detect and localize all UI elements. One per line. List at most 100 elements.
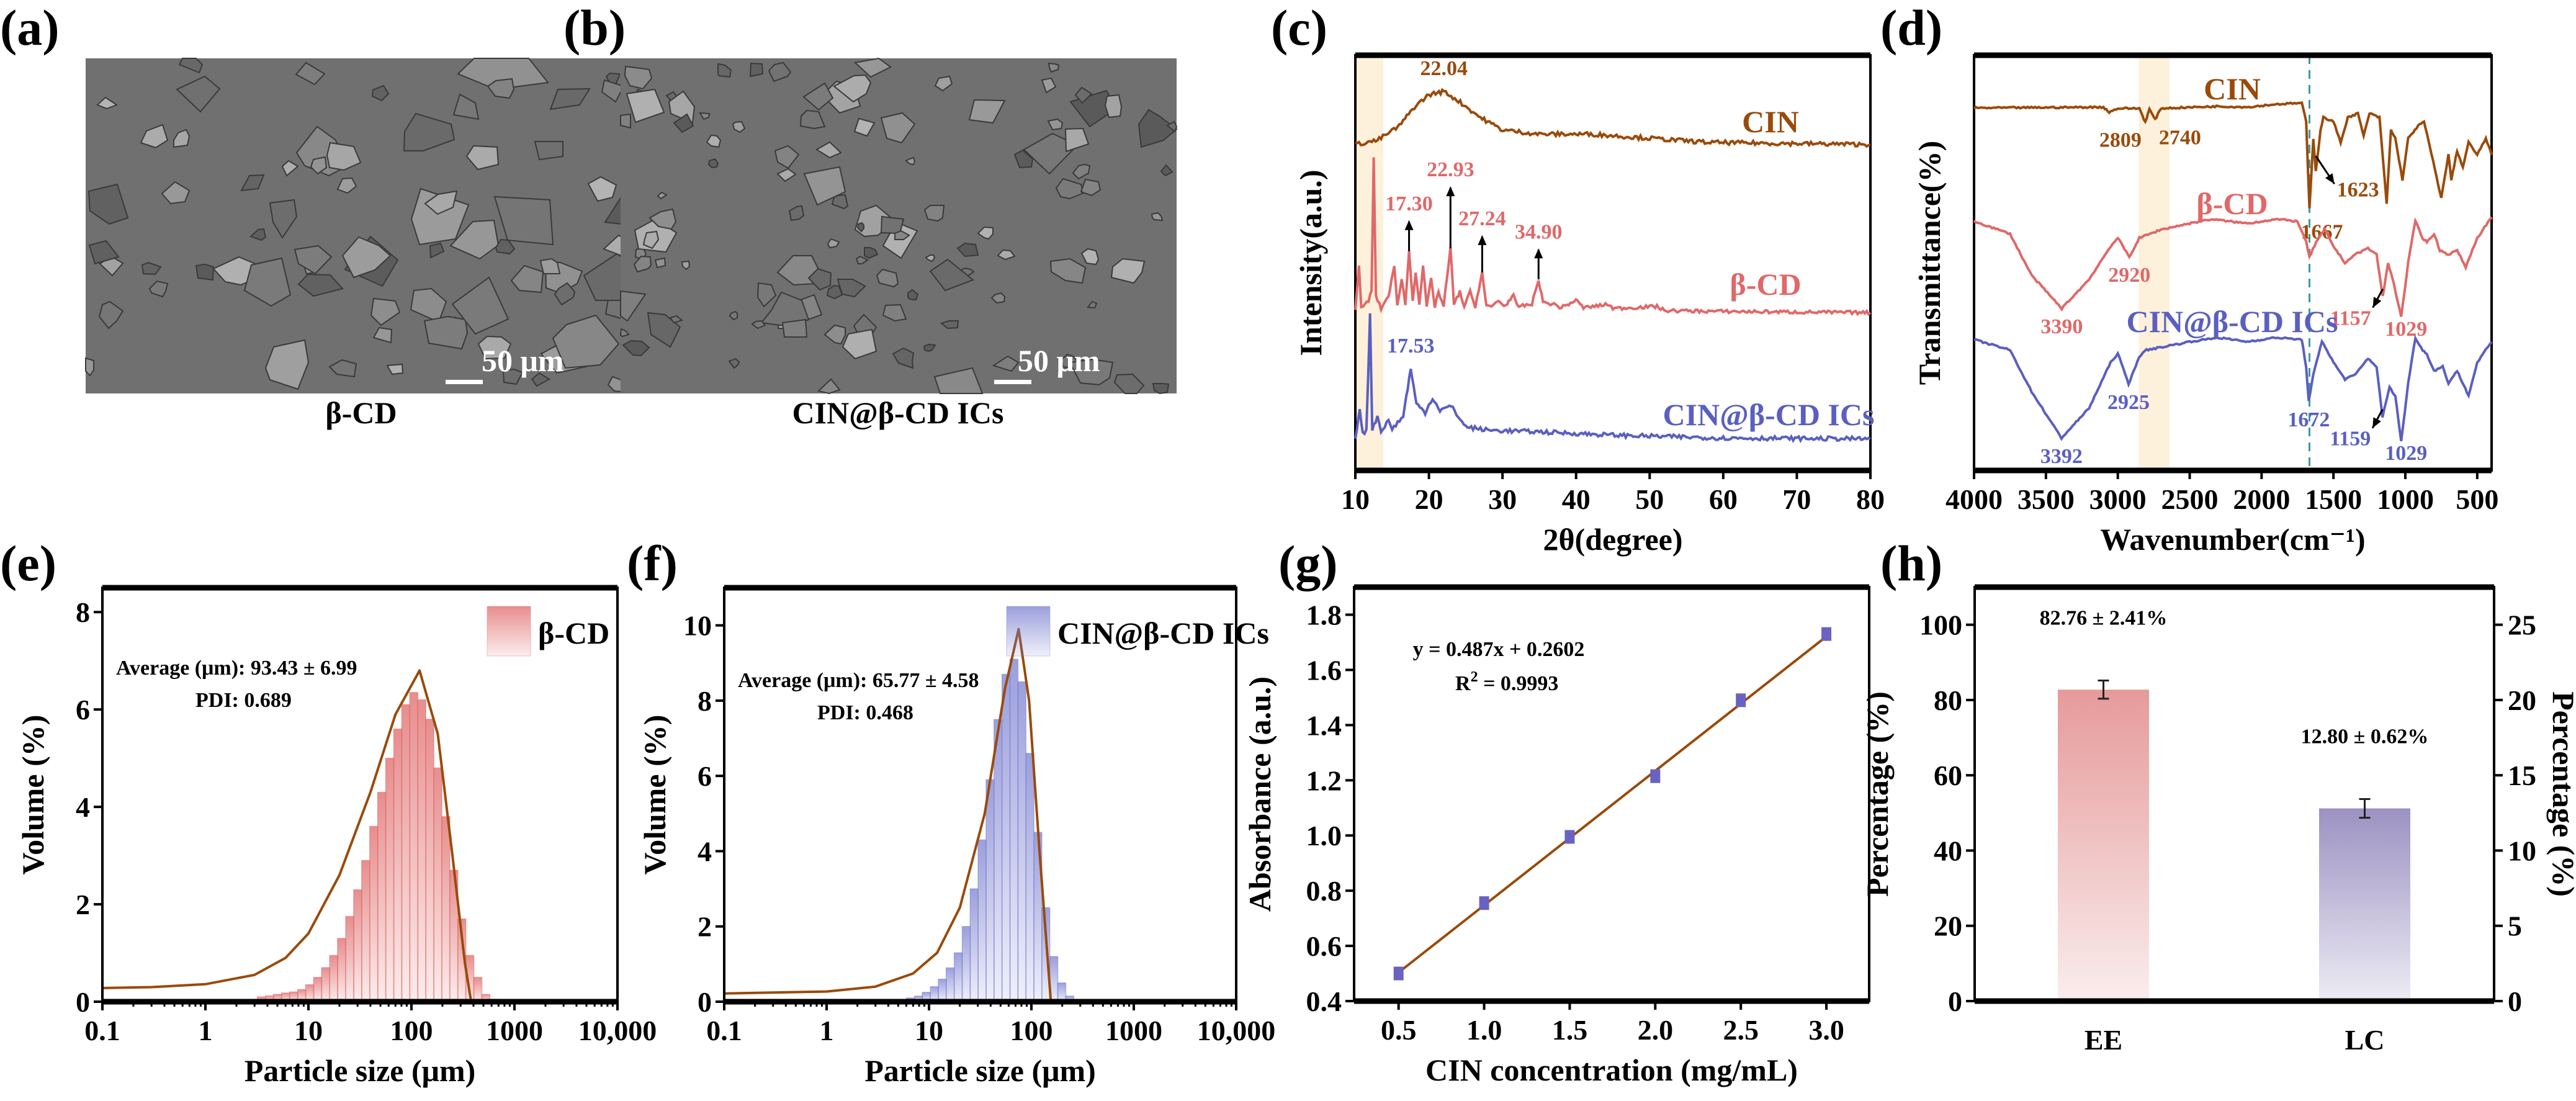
peak-label: 3392 (2040, 445, 2083, 468)
data-point (1736, 693, 1746, 708)
sem-particle (452, 93, 480, 120)
sem-particle (1152, 383, 1170, 395)
x-tick-label-d: 1500 (2305, 483, 2362, 515)
sem-particle (624, 65, 653, 90)
arrow-head (2325, 173, 2335, 184)
histogram-bar (313, 977, 323, 1002)
sem-particle (1048, 62, 1060, 73)
fit-curve (102, 669, 473, 1002)
caption-b: CIN@β-CD ICs (792, 395, 1004, 430)
category-label: LC (2345, 1024, 2385, 1056)
sem-particle (622, 339, 650, 357)
sem-particle (534, 141, 563, 161)
panel-label-g: (g) (1278, 535, 1338, 591)
series-line-2 (1354, 313, 1871, 444)
caption-a: β-CD (325, 395, 397, 430)
sem-particle (449, 219, 500, 260)
plot-frame-h (1973, 586, 2495, 1002)
x-tick-label-d: 3500 (2017, 483, 2075, 515)
sem-particle (841, 328, 877, 360)
peak-label: 1623 (2337, 178, 2379, 201)
series-label: β-CD (1730, 267, 1801, 302)
scale-bar-label-b: 50 μm (1018, 343, 1100, 378)
sem-particle (173, 128, 191, 148)
sem-particle (799, 109, 826, 130)
bar-ee (2058, 690, 2149, 1001)
histogram-bar (945, 967, 955, 1002)
sem-particle (1087, 300, 1098, 309)
histogram-bar (377, 791, 387, 1002)
y-tick-label-g: 1.0 (1306, 820, 1342, 852)
sem-particle (465, 145, 500, 171)
histogram-bar (329, 955, 339, 1002)
data-point (1393, 966, 1404, 981)
series-label: CIN@β-CD ICs (2127, 304, 2338, 339)
y-axis-title-f: Volume (%) (637, 715, 672, 875)
histogram-bar (977, 839, 987, 1002)
sem-particle (269, 199, 298, 239)
sem-particle (803, 166, 846, 206)
highlight-band (2138, 55, 2170, 470)
sem-particle (824, 324, 846, 345)
y-tick-label-h: 80 (1934, 685, 1962, 716)
sem-particle (98, 300, 124, 330)
y-axis-title-h: Percentage (%) (1860, 691, 1895, 897)
y-right-tick-label-h: 5 (2508, 910, 2522, 942)
sem-particle (934, 75, 953, 92)
sem-particle (161, 181, 191, 205)
y-tick-label-h: 40 (1934, 835, 1962, 866)
sem-particle (925, 254, 936, 263)
sem-particle (243, 257, 292, 307)
x-tick-label-f: 10 (915, 1015, 943, 1046)
histogram-bar (321, 967, 331, 1002)
x-tick-label-c: 50 (1635, 483, 1664, 515)
series-label: β-CD (2196, 186, 2268, 221)
scale-bar-a (446, 380, 483, 384)
histogram-bar (417, 699, 426, 1002)
sem-particle (502, 368, 524, 385)
sem-particle (423, 315, 469, 350)
x-tick-label-g: 1.0 (1466, 1014, 1502, 1046)
sem-particle (699, 112, 711, 120)
sem-particle (510, 264, 544, 294)
sem-particle (424, 190, 458, 215)
y-tick-label-g: 1.6 (1306, 654, 1342, 686)
y-tick-label-g: 0.4 (1306, 986, 1342, 1017)
sem-particle (495, 238, 516, 255)
data-point (1650, 769, 1661, 783)
x-axis-title-d: Wavenumber(cm⁻¹) (2100, 522, 2365, 557)
sem-particle (371, 84, 390, 102)
x-tick-label-c: 30 (1488, 483, 1517, 515)
sem-particle (826, 284, 843, 300)
panel-label-b: (b) (563, 0, 626, 56)
sem-particle (96, 96, 119, 110)
histogram-bar (938, 978, 947, 1002)
histogram-bar (473, 977, 483, 1002)
x-tick-label-d: 2000 (2233, 483, 2290, 515)
histogram-bar (961, 925, 971, 1002)
sem-particle (728, 357, 740, 369)
sem-particle (549, 88, 591, 110)
x-tick-label-c: 10 (1341, 483, 1370, 515)
data-point (1564, 830, 1575, 844)
y-tick-label-h: 20 (1934, 910, 1962, 942)
sem-particle (620, 113, 631, 129)
peak-label: 1157 (2330, 307, 2371, 330)
x-tick-label-e: 10 (294, 1015, 323, 1046)
histogram-bar (433, 767, 442, 1002)
peak-label: 2740 (2159, 127, 2201, 150)
sem-particle (195, 263, 215, 281)
y-right-tick-label-h: 20 (2508, 685, 2536, 716)
histogram-bar (969, 888, 979, 1002)
scale-bar-label-a: 50 μm (482, 343, 564, 378)
sem-particle (1013, 149, 1034, 169)
peak-label: 34.90 (1515, 220, 1563, 243)
peak-label: 2925 (2107, 391, 2150, 414)
y-right-tick-label-h: 25 (2508, 609, 2536, 641)
sem-particle (341, 236, 392, 279)
sem-particle (647, 312, 681, 348)
peak-label: 17.53 (1387, 335, 1435, 357)
sem-particle (669, 315, 684, 324)
sem-particle (837, 279, 866, 298)
histogram-bar (1017, 681, 1027, 1002)
